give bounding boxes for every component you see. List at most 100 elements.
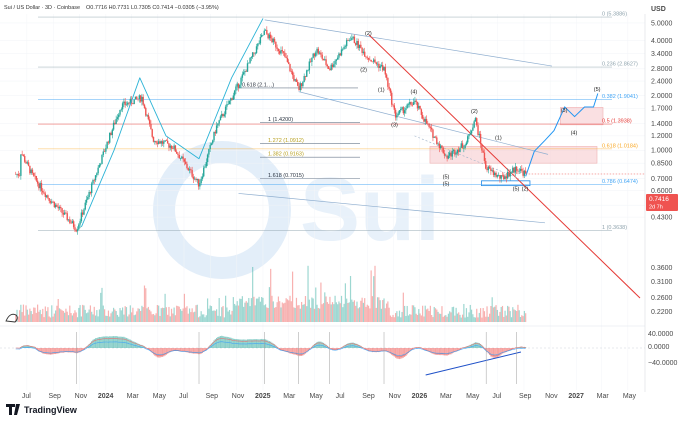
macd-histogram-bar	[33, 346, 35, 348]
volume-bar	[258, 296, 260, 322]
volume-bar	[53, 313, 55, 322]
macd-histogram-bar	[24, 345, 26, 348]
volume-bar	[333, 304, 335, 322]
candle-body	[488, 166, 491, 169]
candle-body	[134, 96, 137, 100]
candle-body	[262, 34, 264, 36]
candle-body	[263, 30, 265, 35]
volume-bar	[319, 308, 321, 322]
macd-histogram-bar	[356, 343, 358, 348]
y-tick-label: 5.0000	[651, 20, 673, 27]
volume-bar	[22, 304, 25, 322]
candle-body	[389, 88, 392, 93]
tradingview-logo[interactable]: TradingView	[6, 404, 78, 415]
macd-histogram-bar	[436, 348, 438, 355]
volume-bar	[410, 314, 412, 322]
candle-body	[307, 70, 309, 71]
volume-bar	[445, 315, 447, 322]
macd-histogram-bar	[291, 348, 294, 355]
eye-icon[interactable]	[5, 313, 18, 323]
candle-body	[93, 180, 95, 181]
volume-bar	[262, 297, 264, 322]
volume-bar	[288, 300, 290, 322]
x-tick-label: 2026	[412, 393, 428, 400]
macd-histogram-bar	[402, 348, 404, 358]
volume-bar	[46, 311, 48, 322]
fib-levels: 0 (5.3886) 0.236 (2.8627) 0.382 (1.9041) 0.…	[38, 12, 638, 231]
candle-body	[352, 36, 354, 39]
volume-bar	[438, 313, 440, 322]
candle-body	[83, 209, 85, 215]
volume-bar	[119, 308, 121, 322]
volume-bar	[504, 310, 506, 322]
macd-histogram-bar	[337, 348, 339, 350]
candle-body	[318, 52, 321, 54]
fib-level-label: 0.382 (1.9041)	[602, 94, 638, 100]
volume-bar	[271, 295, 273, 322]
macd-histogram-bar	[47, 348, 49, 355]
macd-histogram-bar	[38, 348, 40, 352]
volume-bar	[151, 314, 153, 322]
macd-histogram-bar	[65, 348, 67, 353]
volume-bar	[306, 306, 308, 322]
volume-bar	[415, 313, 417, 322]
candle-body	[277, 48, 280, 52]
macd-histogram-bar	[141, 344, 143, 348]
volume-bar	[42, 308, 44, 322]
candle-body	[468, 134, 470, 137]
volume-bar	[297, 305, 299, 322]
volume-bar	[230, 314, 232, 322]
candle-body	[317, 48, 320, 54]
candle-body	[201, 176, 204, 179]
candle-body	[132, 103, 134, 105]
volume-bar	[351, 299, 353, 322]
volume-bar	[389, 315, 392, 322]
macd-histogram-bar	[342, 346, 344, 348]
macd-histogram-bar	[498, 348, 500, 357]
volume-bar	[393, 317, 395, 322]
macd-histogram-bar	[44, 348, 46, 355]
candle-body	[227, 104, 229, 105]
volume-bar	[330, 304, 332, 322]
wave-label: (2)	[365, 31, 372, 37]
volume-bar	[446, 316, 448, 322]
volume-bar	[248, 297, 250, 322]
candle-body	[376, 63, 379, 65]
candle-body	[338, 53, 340, 58]
volume-bar	[347, 302, 349, 322]
macd-histogram-bar	[177, 348, 179, 351]
candle-body	[38, 183, 40, 189]
macd-histogram-bar	[294, 348, 296, 355]
candle-body	[114, 122, 116, 124]
candle-body	[219, 116, 222, 121]
volume-bar	[109, 316, 111, 322]
candle-body	[87, 196, 89, 200]
macd-histogram-bar	[400, 348, 402, 359]
volume-bar	[218, 298, 220, 322]
volume-bar	[155, 313, 157, 322]
candle-body	[469, 133, 471, 135]
macd-histogram-bar	[187, 348, 189, 353]
volume-bar	[379, 300, 381, 322]
candle-body	[309, 61, 312, 63]
macd-histogram-bar	[30, 345, 32, 348]
candle-body	[279, 51, 281, 54]
toolbar-corner[interactable]	[5, 313, 18, 323]
volume-bar	[429, 305, 431, 322]
volume-bar	[235, 305, 237, 322]
candle-body	[383, 66, 385, 71]
volume-bar	[342, 307, 344, 322]
macd-histogram-bar	[172, 348, 174, 352]
candle-body	[273, 38, 276, 42]
volume-bar	[420, 315, 422, 322]
volume-bar	[75, 312, 77, 322]
candle-body	[379, 66, 381, 68]
candle-body	[141, 96, 143, 102]
candle-body	[447, 155, 450, 159]
volume-bar	[465, 308, 468, 322]
macd-histogram-bar	[176, 348, 178, 351]
candle-body	[67, 219, 70, 221]
signal-line	[15, 341, 526, 356]
